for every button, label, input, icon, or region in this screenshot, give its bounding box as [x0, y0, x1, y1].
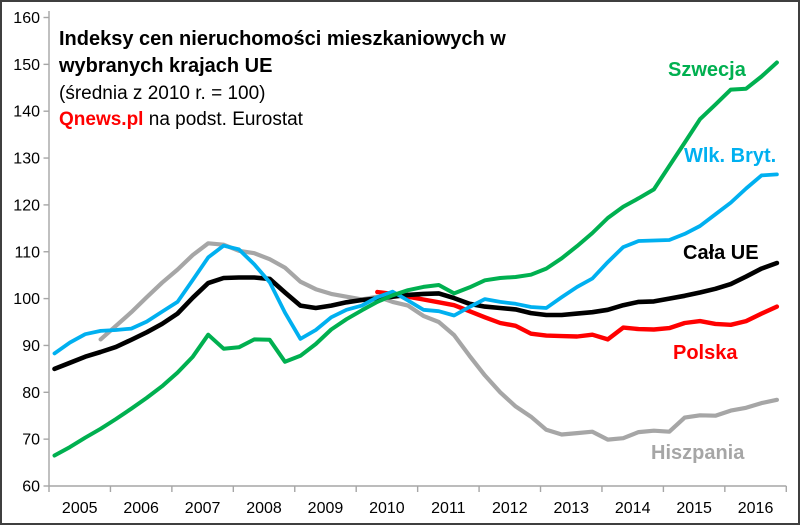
svg-text:2010: 2010	[369, 500, 405, 517]
svg-text:160: 160	[13, 10, 40, 27]
series-label-cala-ue: Cała UE	[683, 242, 759, 264]
svg-text:2014: 2014	[615, 500, 651, 517]
svg-text:150: 150	[13, 57, 40, 74]
chart-title-line2: wybranych krajach UE	[59, 55, 273, 77]
series-label-szwecja: Szwecja	[668, 59, 746, 81]
svg-text:120: 120	[13, 197, 40, 214]
series-label-hiszpania: Hiszpania	[651, 442, 745, 464]
svg-text:2009: 2009	[308, 500, 344, 517]
svg-text:2005: 2005	[62, 500, 98, 517]
svg-text:60: 60	[22, 479, 40, 496]
svg-text:80: 80	[22, 385, 40, 402]
svg-text:130: 130	[13, 151, 40, 168]
svg-text:90: 90	[22, 338, 40, 355]
svg-text:2008: 2008	[246, 500, 282, 517]
source-text: na podst. Eurostat	[143, 109, 303, 130]
chart-title-block: Indeksy cen nieruchomości mieszkaniowych…	[59, 26, 506, 132]
chart-title-line1: Indeksy cen nieruchomości mieszkaniowych…	[59, 28, 506, 50]
svg-text:2006: 2006	[123, 500, 159, 517]
svg-text:2012: 2012	[492, 500, 528, 517]
svg-text:2013: 2013	[553, 500, 589, 517]
svg-text:140: 140	[13, 104, 40, 121]
svg-text:2011: 2011	[431, 500, 466, 517]
chart-source: Qnews.pl na podst. Eurostat	[59, 107, 506, 132]
svg-text:2016: 2016	[738, 500, 774, 517]
series-label-wlk-bryt: Wlk. Bryt.	[684, 145, 777, 167]
svg-text:2015: 2015	[676, 500, 712, 517]
series-label-polska: Polska	[673, 342, 738, 364]
svg-text:70: 70	[22, 432, 40, 449]
svg-text:2007: 2007	[185, 500, 221, 517]
chart-subtitle: (średnia z 2010 r. = 100)	[59, 83, 266, 104]
svg-text:100: 100	[13, 291, 40, 308]
svg-text:110: 110	[14, 244, 40, 261]
brand-qnews: Qnews.pl	[59, 109, 144, 130]
